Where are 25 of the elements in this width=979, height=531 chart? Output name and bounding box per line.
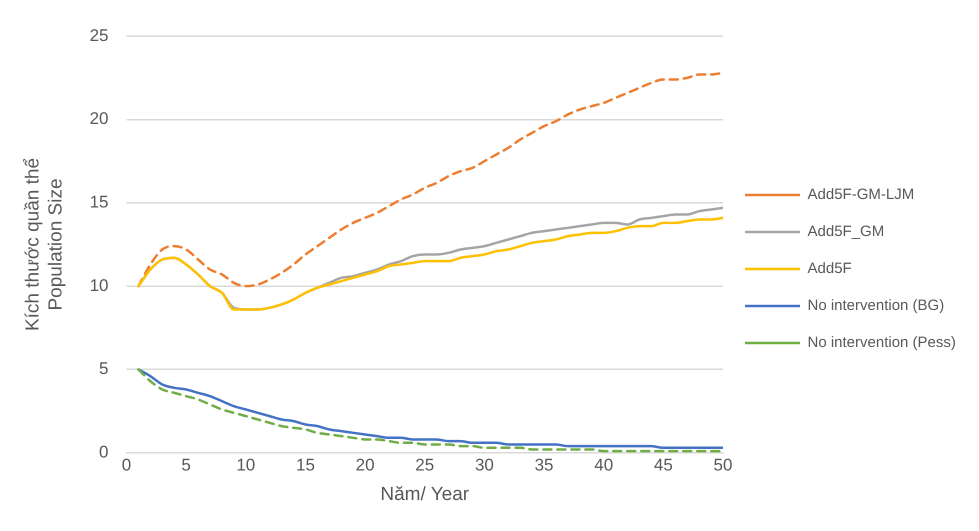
y-axis-title: Kích thước quần thể Population Size xyxy=(22,158,66,332)
y-tick-label: 25 xyxy=(90,26,109,45)
x-tick-label: 20 xyxy=(356,456,375,475)
legend-label: Add5F_GM xyxy=(808,223,884,240)
y-tick-label: 0 xyxy=(99,442,109,462)
legend-label: Add5F xyxy=(808,260,852,278)
line-series xyxy=(137,72,723,288)
x-tick-label: 45 xyxy=(654,456,673,475)
x-tick-label: 10 xyxy=(236,456,256,475)
x-tick-label: 15 xyxy=(296,456,315,475)
y-tick-label: 10 xyxy=(90,276,109,295)
x-tick-label: 0 xyxy=(122,456,132,475)
y-tick-label: 5 xyxy=(99,359,109,378)
x-tick-label: 5 xyxy=(181,456,191,475)
legend-label: No intervention (BG) xyxy=(808,297,944,314)
x-tick-label: 50 xyxy=(714,456,732,475)
x-tick-label: 35 xyxy=(534,456,554,475)
x-tick-label: 40 xyxy=(594,456,614,475)
x-tick-label: 25 xyxy=(415,456,434,475)
y-tick-label: 20 xyxy=(90,109,109,128)
x-axis-title: Năm/ Year xyxy=(380,484,470,505)
x-tick-label: 30 xyxy=(474,456,494,475)
y-tick-label: 15 xyxy=(90,192,109,212)
legend-label: Add5F-GM-LJM xyxy=(808,186,914,204)
legend-label: No intervention (Pess) xyxy=(808,334,956,352)
